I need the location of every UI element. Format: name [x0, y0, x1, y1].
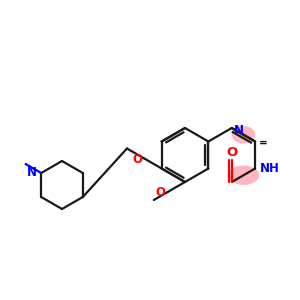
Text: O: O: [132, 153, 142, 166]
Ellipse shape: [229, 166, 259, 184]
Text: N: N: [234, 124, 244, 137]
Text: N: N: [27, 167, 37, 179]
Text: NH: NH: [260, 162, 280, 175]
Text: =: =: [259, 137, 268, 148]
Text: O: O: [156, 185, 166, 199]
Ellipse shape: [232, 127, 254, 143]
Text: O: O: [226, 146, 237, 160]
